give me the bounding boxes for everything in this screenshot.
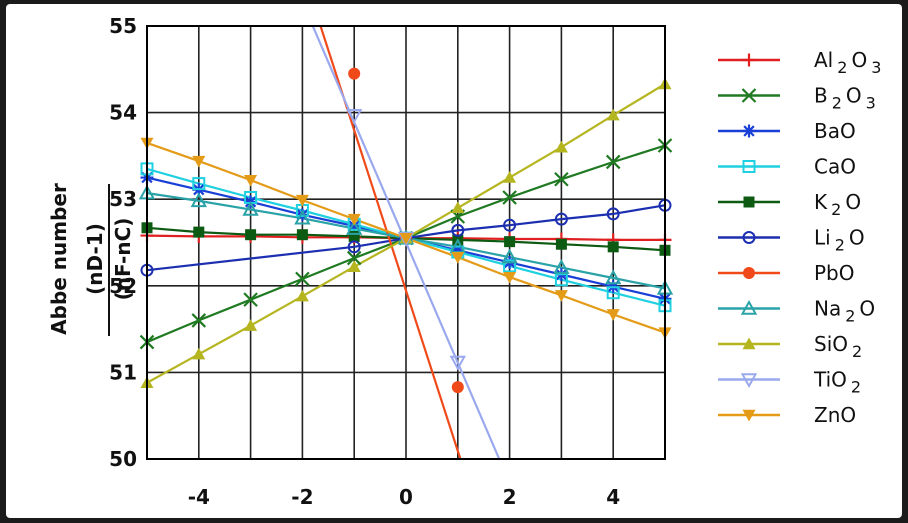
point-zno <box>503 271 517 284</box>
x-tick-label: 4 <box>606 485 620 509</box>
point-cao <box>554 273 568 287</box>
point-zno <box>295 194 309 207</box>
point-sio2 <box>451 201 465 214</box>
legend-label-cao: CaO <box>814 155 856 179</box>
legend-marker-k2o <box>743 196 755 208</box>
point-zno <box>244 174 258 187</box>
point-li2o <box>606 207 620 221</box>
legend-marker-al2o3 <box>742 53 756 67</box>
point-bao <box>295 208 309 222</box>
point-k2o <box>296 229 308 241</box>
y-axis-label-main: Abbe number <box>47 183 71 335</box>
point-b2o3 <box>605 154 621 170</box>
y-axis-label-denominator: (nF-nC) <box>111 218 135 301</box>
legend-marker-bao <box>742 124 756 138</box>
point-pbo <box>451 381 464 394</box>
legend-marker-na2o <box>740 299 758 315</box>
point-b2o3 <box>191 313 207 328</box>
point-na2o <box>242 201 259 216</box>
point-zno <box>192 155 206 168</box>
point-na2o <box>346 220 363 235</box>
point-b2o3 <box>554 172 569 187</box>
point-li2o <box>503 218 517 232</box>
legend-marker-pbo <box>743 267 755 279</box>
y-tick-label: 52 <box>109 274 137 298</box>
y-axis-label-numerator: (nD-1) <box>83 223 107 295</box>
y-tick-label: 51 <box>109 360 137 384</box>
legend-marker-cao <box>742 160 756 173</box>
point-k2o <box>504 236 516 248</box>
x-tick-label: -4 <box>188 485 210 509</box>
abbe-number-chart: -4 -2 0 2 4 50 51 52 53 54 55 Abbe number (nD-1) (… <box>47 14 881 509</box>
point-sio2 <box>554 140 568 153</box>
y-axis-label: Abbe number (nD-1) (nF-nC) <box>47 183 135 336</box>
point-pbo <box>348 67 361 80</box>
point-li2o <box>451 223 465 237</box>
legend-label-na2o: Na 2 O <box>814 297 875 326</box>
series-line-li2o <box>147 204 665 272</box>
point-k2o <box>555 238 567 250</box>
series-markers <box>138 67 674 394</box>
point-tio2 <box>346 108 363 124</box>
x-tick-label: 0 <box>399 485 413 509</box>
point-li2o <box>554 212 568 226</box>
point-k2o <box>193 226 205 238</box>
point-zno <box>451 252 465 264</box>
point-na2o <box>605 269 622 285</box>
legend-label-tio2: TiO 2 <box>813 368 861 397</box>
chart-frame: -4 -2 0 2 4 50 51 52 53 54 55 Abbe number (nD-1) (… <box>6 4 902 518</box>
legend-label-al2o3: Al 2 O 3 <box>814 48 881 77</box>
legend-marker-sio2 <box>742 337 756 350</box>
legend-label-pbo: PbO <box>814 261 855 285</box>
point-b2o3 <box>502 190 517 205</box>
point-bao <box>347 219 361 233</box>
y-tick-label: 55 <box>109 14 137 38</box>
legend: Al 2 O 3 B 2 O 3 BaO CaO K 2 O Li 2 O PbO Na 2 O SiO 2 TiO 2 ZnO <box>718 48 881 427</box>
y-tick-label: 54 <box>109 101 137 125</box>
point-sio2 <box>192 347 206 360</box>
point-na2o <box>553 259 570 274</box>
y-tick-label: 53 <box>109 187 137 211</box>
legend-label-li2o: Li 2 O <box>814 226 865 255</box>
point-sio2 <box>347 260 361 272</box>
point-li2o <box>347 240 361 254</box>
legend-marker-b2o3 <box>741 88 757 103</box>
point-b2o3 <box>346 250 362 266</box>
point-b2o3 <box>243 292 258 307</box>
x-tick-label: -2 <box>291 485 313 509</box>
plot-border <box>146 25 666 460</box>
point-bao <box>451 243 465 257</box>
point-b2o3 <box>295 271 310 287</box>
legend-marker-tio2 <box>740 373 758 389</box>
legend-label-sio2: SiO 2 <box>814 332 862 361</box>
point-cao <box>503 259 517 273</box>
point-na2o <box>190 192 207 208</box>
point-zno <box>554 290 568 302</box>
point-sio2 <box>606 108 620 121</box>
point-zno <box>399 232 413 245</box>
point-sio2 <box>295 289 309 302</box>
point-cao <box>192 177 206 191</box>
point-zno <box>347 213 361 226</box>
point-tio2 <box>449 355 466 371</box>
point-sio2 <box>503 171 517 183</box>
point-na2o <box>501 248 518 264</box>
point-zno <box>606 309 620 321</box>
legend-label-bao: BaO <box>814 119 856 143</box>
point-k2o <box>348 230 360 242</box>
legend-label-zno: ZnO <box>814 403 856 427</box>
legend-marker-zno <box>742 409 756 422</box>
point-cao <box>606 286 620 300</box>
point-k2o <box>245 229 257 241</box>
tick-labels: -4 -2 0 2 4 50 51 52 53 54 55 <box>109 14 620 509</box>
point-k2o <box>607 241 619 253</box>
x-tick-label: 2 <box>503 485 517 509</box>
legend-marker-li2o <box>742 231 756 244</box>
point-na2o <box>294 209 311 225</box>
point-sio2 <box>244 319 258 331</box>
y-tick-label: 50 <box>109 447 137 471</box>
